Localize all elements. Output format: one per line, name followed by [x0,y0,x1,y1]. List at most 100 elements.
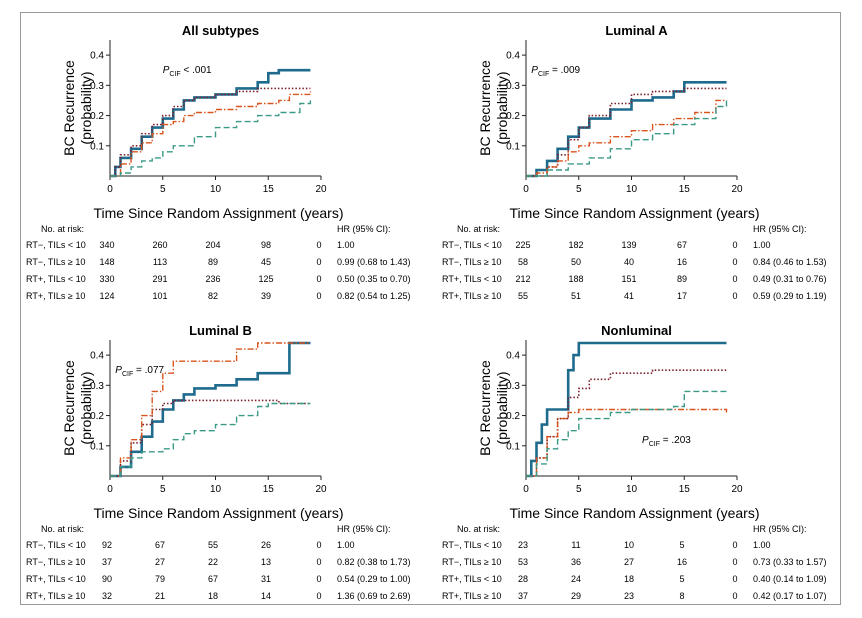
hr-value: 1.36 (0.69 to 2.69) [337,591,411,601]
at-risk-cell: 0 [732,274,737,284]
series-line-4 [110,100,312,177]
y-tick-label: 0.4 [90,351,104,362]
y-tick-label: 0.3 [506,81,520,92]
at-risk-cell: 330 [99,274,114,284]
at-risk-cell: 39 [261,291,271,301]
at-risk-cell: 0 [316,291,321,301]
y-tick-label: 0.1 [90,141,104,152]
x-tick-label: 15 [679,184,691,195]
x-tick-label: 5 [160,184,166,195]
at-risk-cell: 45 [261,257,271,267]
y-tick-label: 0.1 [90,441,104,452]
at-risk-cell: 5 [679,574,684,584]
at-risk-cell: 18 [208,591,218,601]
at-risk-group-label: RT+, TILs ≥ 10 [26,591,85,601]
at-risk-cell: 31 [261,574,271,584]
x-tick-label: 5 [576,484,582,495]
hr-header: HR (95% CI): [337,224,391,234]
panel-1: All subtypes 0.1 0.2 0.3 0.4 0 5 10 15 20 BC Recur… [26,23,411,301]
y-axis-label: BC Recurrence [61,360,77,456]
at-risk-group-label: RT+, TILs < 10 [442,274,502,284]
at-risk-cell: 37 [102,557,112,567]
x-tick-label: 20 [315,184,327,195]
at-risk-cell: 225 [515,240,530,250]
at-risk-cell: 5 [679,540,684,550]
at-risk-group-label: RT−, TILs < 10 [26,540,86,550]
at-risk-group-label: RT−, TILs ≥ 10 [26,257,85,267]
at-risk-group-label: RT−, TILs ≥ 10 [442,257,501,267]
p-cif-annotation: PCIF < .001 [163,65,212,78]
at-risk-cell: 0 [732,591,737,601]
at-risk-cell: 37 [518,591,528,601]
hr-header: HR (95% CI): [337,524,391,534]
hr-value: 0.82 (0.38 to 1.73) [337,557,411,567]
at-risk-cell: 58 [518,257,528,267]
x-tick-label: 15 [263,484,275,495]
at-risk-cell: 40 [624,257,634,267]
at-risk-cell: 10 [624,540,634,550]
at-risk-group-label: RT+, TILs < 10 [442,574,502,584]
x-tick-label: 20 [315,484,327,495]
at-risk-cell: 17 [677,291,687,301]
at-risk-header: No. at risk: [457,224,500,234]
at-risk-group-label: RT−, TILs < 10 [442,240,502,250]
at-risk-cell: 291 [152,274,167,284]
y-tick-label: 0.3 [506,381,520,392]
at-risk-cell: 188 [568,274,583,284]
hr-value: 1.00 [337,240,355,250]
series-line-2 [526,369,727,477]
p-cif-annotation: PCIF = .009 [531,65,580,78]
y-tick-label: 0.4 [90,51,104,62]
x-tick-label: 0 [523,184,529,195]
at-risk-cell: 148 [99,257,114,267]
at-risk-cell: 27 [155,557,165,567]
at-risk-cell: 98 [261,240,271,250]
at-risk-cell: 14 [261,591,271,601]
x-tick-label: 5 [576,184,582,195]
at-risk-cell: 90 [102,574,112,584]
y-axis-label: BC Recurrence [61,60,77,156]
series-line-1 [110,341,311,478]
panel-title: Nonluminal [601,323,672,338]
at-risk-cell: 50 [571,257,581,267]
hr-value: 0.59 (0.29 to 1.19) [753,291,827,301]
at-risk-cell: 26 [261,540,271,550]
panel-title: All subtypes [182,23,259,38]
series-line-4 [526,390,727,477]
x-tick-label: 15 [679,484,691,495]
hr-value: 0.49 (0.31 to 0.76) [753,274,827,284]
at-risk-cell: 36 [571,557,581,567]
hr-value: 1.00 [753,540,771,550]
y-tick-label: 0.4 [506,51,520,62]
y-tick-label: 0.3 [90,81,104,92]
at-risk-group-label: RT+, TILs ≥ 10 [442,591,501,601]
at-risk-group-label: RT+, TILs < 10 [26,274,86,284]
series-line-4 [526,100,728,177]
x-tick-label: 0 [523,484,529,495]
series-line-1 [110,68,311,178]
at-risk-cell: 0 [732,540,737,550]
hr-value: 1.00 [753,240,771,250]
hr-value: 0.50 (0.35 to 0.70) [337,274,411,284]
y-axis-label: BC Recurrence [477,360,493,456]
at-risk-cell: 204 [205,240,220,250]
at-risk-cell: 11 [571,540,580,550]
at-risk-cell: 28 [518,574,528,584]
at-risk-cell: 124 [99,291,114,301]
at-risk-cell: 89 [208,257,218,267]
panel-title: Luminal B [189,323,252,338]
at-risk-cell: 125 [258,274,273,284]
series-line-1 [526,81,727,178]
at-risk-cell: 16 [677,557,687,567]
at-risk-cell: 0 [732,240,737,250]
x-tick-label: 20 [731,484,743,495]
x-tick-label: 10 [210,484,222,495]
at-risk-group-label: RT+, TILs ≥ 10 [26,291,85,301]
at-risk-cell: 236 [205,274,220,284]
at-risk-cell: 0 [316,240,321,250]
at-risk-cell: 16 [677,257,687,267]
y-tick-label: 0.2 [506,411,520,422]
at-risk-cell: 51 [571,291,581,301]
